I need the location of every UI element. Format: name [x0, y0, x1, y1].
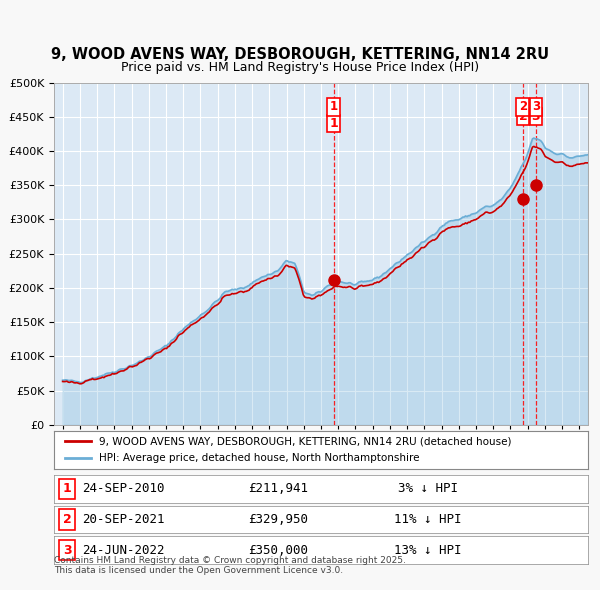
Text: 3: 3 [532, 110, 540, 123]
Text: 1: 1 [329, 100, 338, 113]
Text: HPI: Average price, detached house, North Northamptonshire: HPI: Average price, detached house, Nort… [100, 453, 420, 463]
Text: 3: 3 [532, 100, 540, 113]
Text: £350,000: £350,000 [248, 543, 308, 557]
Text: 2: 2 [63, 513, 72, 526]
Text: Price paid vs. HM Land Registry's House Price Index (HPI): Price paid vs. HM Land Registry's House … [121, 61, 479, 74]
Text: 13% ↓ HPI: 13% ↓ HPI [394, 543, 461, 557]
Text: £329,950: £329,950 [248, 513, 308, 526]
Text: 24-JUN-2022: 24-JUN-2022 [82, 543, 164, 557]
Text: 9, WOOD AVENS WAY, DESBOROUGH, KETTERING, NN14 2RU (detached house): 9, WOOD AVENS WAY, DESBOROUGH, KETTERING… [100, 437, 512, 447]
Text: £211,941: £211,941 [248, 482, 308, 496]
Text: 2: 2 [518, 110, 527, 123]
Text: 20-SEP-2021: 20-SEP-2021 [82, 513, 164, 526]
Text: 24-SEP-2010: 24-SEP-2010 [82, 482, 164, 496]
Text: 2: 2 [519, 100, 527, 113]
Text: 3% ↓ HPI: 3% ↓ HPI [398, 482, 458, 496]
Text: 1: 1 [329, 117, 338, 130]
Text: Contains HM Land Registry data © Crown copyright and database right 2025.
This d: Contains HM Land Registry data © Crown c… [54, 556, 406, 575]
Text: 3: 3 [63, 543, 71, 557]
Text: 11% ↓ HPI: 11% ↓ HPI [394, 513, 461, 526]
Text: 1: 1 [63, 482, 72, 496]
Text: 9, WOOD AVENS WAY, DESBOROUGH, KETTERING, NN14 2RU: 9, WOOD AVENS WAY, DESBOROUGH, KETTERING… [51, 47, 549, 62]
